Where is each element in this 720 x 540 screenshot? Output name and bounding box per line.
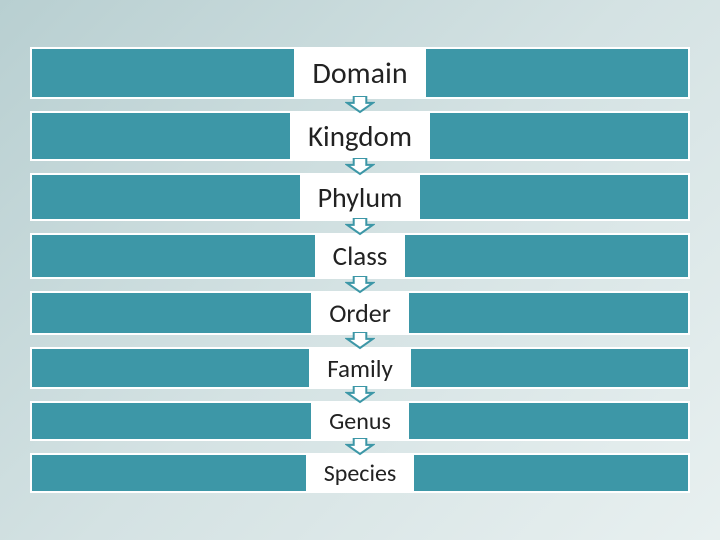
level-label: Phylum — [300, 175, 421, 219]
down-arrow-icon — [345, 386, 375, 404]
level-label: Order — [311, 293, 409, 333]
level-wrap: Class — [30, 233, 690, 291]
down-arrow-icon — [345, 276, 375, 294]
level-label: Class — [315, 235, 406, 277]
level-wrap: Genus — [30, 401, 690, 453]
level-label: Family — [309, 349, 411, 387]
level-wrap: Phylum — [30, 173, 690, 233]
taxonomy-flowchart: Domain Kingdom Phylum Class Order Family Genus… — [30, 47, 690, 493]
level-box: Class — [30, 233, 690, 279]
down-arrow-icon — [345, 96, 375, 114]
level-box: Genus — [30, 401, 690, 441]
level-box: Family — [30, 347, 690, 389]
level-box: Kingdom — [30, 111, 690, 161]
level-box: Order — [30, 291, 690, 335]
level-wrap: Domain — [30, 47, 690, 111]
down-arrow-icon — [345, 158, 375, 176]
level-wrap: Order — [30, 291, 690, 347]
level-label: Genus — [311, 403, 409, 439]
level-box: Domain — [30, 47, 690, 99]
down-arrow-icon — [345, 218, 375, 236]
down-arrow-icon — [345, 332, 375, 350]
level-wrap: Family — [30, 347, 690, 401]
level-wrap: Species — [30, 453, 690, 493]
down-arrow-icon — [345, 438, 375, 456]
level-wrap: Kingdom — [30, 111, 690, 173]
level-label: Species — [306, 455, 415, 491]
level-label: Kingdom — [290, 113, 430, 159]
level-box: Species — [30, 453, 690, 493]
level-box: Phylum — [30, 173, 690, 221]
level-label: Domain — [294, 49, 425, 97]
